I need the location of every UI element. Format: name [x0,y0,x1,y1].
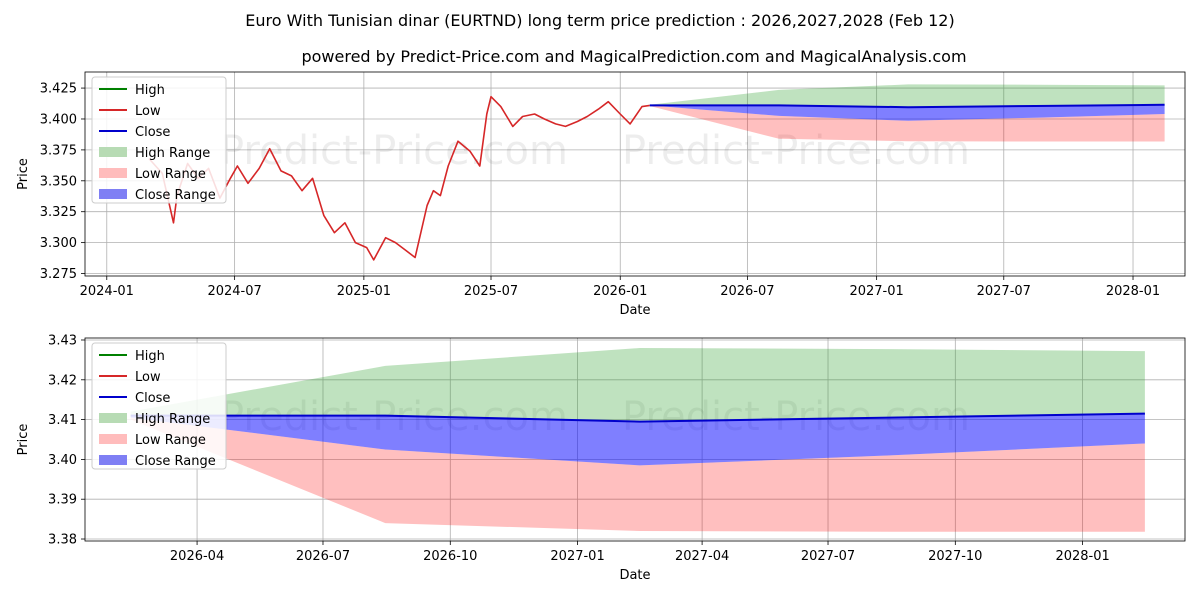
legend-swatch [99,189,127,199]
legend-label: High [135,349,165,364]
x-tick-label: 2026-10 [423,549,477,564]
legend-label: Close [135,125,170,140]
legend: High Low Close High Range Low Range Close Ran… [91,342,227,470]
plot-content [130,348,1145,532]
y-tick-label: 3.42 [48,373,77,388]
close-range-band [649,104,1165,121]
x-tick-label: 2028-01 [1106,284,1160,299]
y-tick-label: 3.38 [48,533,77,548]
x-tick-label: 2027-01 [550,549,604,564]
legend-label: Close [135,391,170,406]
chart-title: Euro With Tunisian dinar (EURTND) long t… [245,11,954,30]
watermark: Predict-Price.com [220,128,568,174]
y-tick-label: 3.275 [40,267,77,282]
y-tick-label: 3.350 [40,174,77,189]
legend-label: Low Range [135,433,206,448]
y-tick-label: 3.43 [48,333,77,348]
legend-label: Close Range [135,188,216,203]
x-tick-label: 2027-10 [928,549,982,564]
low-range-band [130,417,1145,532]
x-tick-label: 2025-07 [464,284,518,299]
y-axis-label: Price [16,424,31,456]
x-tick-label: 2026-01 [593,284,647,299]
y-tick-label: 3.300 [40,236,77,251]
high-range-band [649,84,1165,108]
low-range-band [649,105,1165,142]
legend-swatch [99,434,127,444]
close-series-line [649,103,1165,109]
legend-swatch [99,168,127,178]
close-series-line [130,412,1145,423]
watermark: Predict-Price.com [622,128,970,174]
plot-frame [84,337,1186,542]
legend-label: High Range [135,412,210,427]
legend-swatch [99,455,127,465]
x-tick-label: 2028-01 [1055,549,1109,564]
low-series-line [148,95,650,261]
y-tick-label: 3.325 [40,205,77,220]
legend-label: High [135,83,165,98]
y-tick-label: 3.375 [40,143,77,158]
x-tick-label: 2026-07 [296,549,350,564]
legend: High Low Close High Range Low Range Close Ran… [91,76,227,204]
y-tick-label: 3.425 [40,82,77,97]
x-tick-label: 2024-07 [207,284,261,299]
y-tick-label: 3.41 [48,413,77,428]
legend-swatch [99,147,127,157]
x-axis-label: Date [619,303,650,318]
legend-label: Close Range [135,454,216,469]
close-range-band [130,413,1145,466]
chart-subtitle: powered by Predict-Price.com and Magical… [301,47,966,66]
x-tick-label: 2027-07 [977,284,1031,299]
legend-label: Low Range [135,167,206,182]
high-range-band [130,348,1145,422]
legend-swatch [99,413,127,423]
legend-label: Low [135,370,161,385]
y-tick-label: 3.40 [48,453,77,468]
chart-panel-top: 2024-01 2024-07 2025-01 2025-07 2026-01 2026-… [16,71,1186,318]
x-tick-label: 2025-01 [337,284,391,299]
chart-panel-bottom: 2026-04 2026-07 2026-10 2027-01 2027-04 2027-… [16,333,1186,583]
plot-content [148,84,1165,261]
legend-label: Low [135,104,161,119]
x-tick-label: 2026-04 [170,549,224,564]
x-axis-label: Date [619,568,650,583]
y-tick-label: 3.400 [40,112,77,127]
x-tick-label: 2026-07 [720,284,774,299]
x-tick-label: 2027-07 [801,549,855,564]
x-tick-label: 2024-01 [80,284,134,299]
legend-label: High Range [135,146,210,161]
x-tick-label: 2027-01 [849,284,903,299]
x-tick-label: 2027-04 [675,549,729,564]
y-axis-label: Price [16,158,31,190]
y-tick-label: 3.39 [48,493,77,508]
plot-frame [84,71,1186,277]
